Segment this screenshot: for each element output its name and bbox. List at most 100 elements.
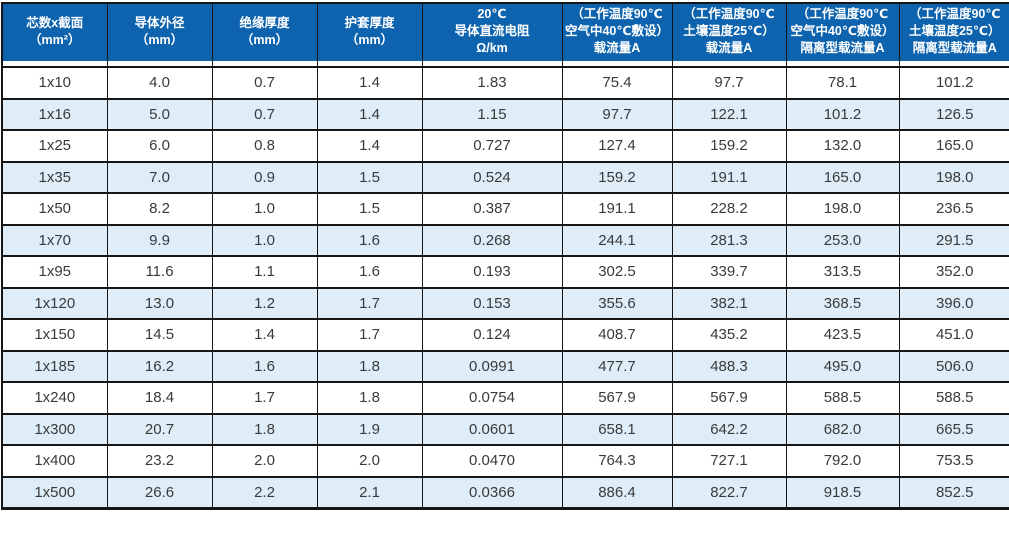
cell-sheath-thk: 1.7 xyxy=(316,318,422,351)
header-line: 载流量A xyxy=(705,40,753,55)
cell-conductor-od: 11.6 xyxy=(106,255,212,288)
table-row: 1x120 13.0 1.2 1.7 0.153 355.6 382.1 368.5 396.0 xyxy=(2,286,1009,319)
cell-dc-resistance: 1.15 xyxy=(421,97,562,130)
cell-sheath-thk: 2.1 xyxy=(316,475,422,508)
cell-core-size: 1x16 xyxy=(2,97,107,130)
cell-conductor-od: 6.0 xyxy=(106,129,212,162)
cell-ampacity-soil: 281.3 xyxy=(671,223,786,256)
cell-ampacity-air-iso: 165.0 xyxy=(785,160,899,193)
table-row: 1x95 11.6 1.1 1.6 0.193 302.5 339.7 313.5 352.0 xyxy=(2,255,1009,288)
cell-ampacity-air: 567.9 xyxy=(561,381,672,414)
cell-dc-resistance: 0.0991 xyxy=(421,349,562,382)
table-row: 1x300 20.7 1.8 1.9 0.0601 658.1 642.2 682.0 665.… xyxy=(2,412,1009,445)
cell-ampacity-soil: 435.2 xyxy=(671,318,786,351)
cell-ampacity-soil-iso: 165.0 xyxy=(898,129,1009,162)
cell-ampacity-soil-iso: 588.5 xyxy=(898,381,1009,414)
cell-core-size: 1x240 xyxy=(2,381,107,414)
header-line: （mm） xyxy=(135,32,184,47)
header-line: （工作温度90℃ xyxy=(571,7,663,22)
cell-ampacity-air: 97.7 xyxy=(561,97,672,130)
cable-spec-table: 芯数x截面 （mm²） 导体外径 （mm） 绝缘厚度 （mm） 护套厚度 （mm） 20℃ 导体直… xyxy=(1,2,1009,510)
header-line: 导体直流电阻 xyxy=(454,24,530,39)
cell-ampacity-soil: 228.2 xyxy=(671,192,786,225)
cell-sheath-thk: 1.8 xyxy=(316,349,422,382)
cell-ampacity-air-iso: 368.5 xyxy=(785,286,899,319)
cell-conductor-od: 23.2 xyxy=(106,444,212,477)
cell-core-size: 1x120 xyxy=(2,286,107,319)
cell-ampacity-soil-iso: 126.5 xyxy=(898,97,1009,130)
cell-ampacity-soil: 822.7 xyxy=(671,475,786,508)
cell-ampacity-air-iso: 423.5 xyxy=(785,318,899,351)
cell-conductor-od: 4.0 xyxy=(106,66,212,99)
cell-core-size: 1x400 xyxy=(2,444,107,477)
column-header-ampacity-air-iso: （工作温度90℃ 空气中40℃敷设） 隔离型载流量A xyxy=(785,3,899,67)
header-line: 土壤温度25℃） xyxy=(908,24,1001,39)
cell-ampacity-soil: 567.9 xyxy=(671,381,786,414)
cell-dc-resistance: 1.83 xyxy=(421,66,562,99)
cell-ampacity-soil-iso: 396.0 xyxy=(898,286,1009,319)
cell-core-size: 1x185 xyxy=(2,349,107,382)
cell-sheath-thk: 1.5 xyxy=(316,160,422,193)
cell-ampacity-air-iso: 918.5 xyxy=(785,475,899,508)
cell-ampacity-soil: 159.2 xyxy=(671,129,786,162)
cell-dc-resistance: 0.268 xyxy=(421,223,562,256)
cell-insulation-thk: 2.2 xyxy=(211,475,317,508)
cell-conductor-od: 14.5 xyxy=(106,318,212,351)
cell-core-size: 1x25 xyxy=(2,129,107,162)
cell-ampacity-air: 886.4 xyxy=(561,475,672,508)
cell-ampacity-soil: 488.3 xyxy=(671,349,786,382)
header-line: 土壤温度25℃） xyxy=(683,24,775,39)
header-line: 护套厚度 xyxy=(344,15,395,30)
cell-ampacity-air-iso: 792.0 xyxy=(785,444,899,477)
table-row: 1x400 23.2 2.0 2.0 0.0470 764.3 727.1 792.0 753.… xyxy=(2,444,1009,477)
cell-sheath-thk: 1.6 xyxy=(316,223,422,256)
table-row: 1x150 14.5 1.4 1.7 0.124 408.7 435.2 423.5 451.0 xyxy=(2,318,1009,351)
header-line: 导体外径 xyxy=(134,15,185,30)
cell-ampacity-soil: 339.7 xyxy=(671,255,786,288)
table-row: 1x185 16.2 1.6 1.8 0.0991 477.7 488.3 495.0 506.… xyxy=(2,349,1009,382)
column-header-ampacity-air: （工作温度90℃ 空气中40℃敷设） 载流量A xyxy=(561,3,672,67)
cell-ampacity-soil-iso: 451.0 xyxy=(898,318,1009,351)
cell-ampacity-air: 127.4 xyxy=(561,129,672,162)
header-row: 芯数x截面 （mm²） 导体外径 （mm） 绝缘厚度 （mm） 护套厚度 （mm） 20℃ 导体直… xyxy=(2,3,1009,67)
cell-sheath-thk: 1.4 xyxy=(316,97,422,130)
cell-dc-resistance: 0.153 xyxy=(421,286,562,319)
cell-core-size: 1x500 xyxy=(2,475,107,508)
cell-ampacity-air: 477.7 xyxy=(561,349,672,382)
cell-ampacity-air: 408.7 xyxy=(561,318,672,351)
cell-insulation-thk: 0.8 xyxy=(211,129,317,162)
cell-dc-resistance: 0.524 xyxy=(421,160,562,193)
header-line: （工作温度90℃ xyxy=(683,7,775,22)
cell-ampacity-soil-iso: 236.5 xyxy=(898,192,1009,225)
cell-ampacity-soil: 382.1 xyxy=(671,286,786,319)
cell-conductor-od: 8.2 xyxy=(106,192,212,225)
cell-insulation-thk: 2.0 xyxy=(211,444,317,477)
header-line: 空气中40℃敷设） xyxy=(790,24,895,39)
cell-core-size: 1x300 xyxy=(2,412,107,445)
cell-dc-resistance: 0.0366 xyxy=(421,475,562,508)
cell-ampacity-air-iso: 101.2 xyxy=(785,97,899,130)
cell-dc-resistance: 0.387 xyxy=(421,192,562,225)
cell-insulation-thk: 1.1 xyxy=(211,255,317,288)
cell-sheath-thk: 1.9 xyxy=(316,412,422,445)
cell-ampacity-soil-iso: 753.5 xyxy=(898,444,1009,477)
cell-insulation-thk: 1.4 xyxy=(211,318,317,351)
cell-ampacity-soil-iso: 198.0 xyxy=(898,160,1009,193)
cell-ampacity-air-iso: 78.1 xyxy=(785,66,899,99)
cell-conductor-od: 16.2 xyxy=(106,349,212,382)
column-header-ampacity-soil-iso: （工作温度90℃ 土壤温度25℃） 隔离型载流量A xyxy=(898,3,1009,67)
cell-dc-resistance: 0.0470 xyxy=(421,444,562,477)
cell-dc-resistance: 0.0754 xyxy=(421,381,562,414)
cell-ampacity-air-iso: 313.5 xyxy=(785,255,899,288)
cell-ampacity-soil-iso: 506.0 xyxy=(898,349,1009,382)
table-row: 1x35 7.0 0.9 1.5 0.524 159.2 191.1 165.0 198.0 xyxy=(2,160,1009,193)
cell-ampacity-soil-iso: 352.0 xyxy=(898,255,1009,288)
cell-ampacity-soil-iso: 101.2 xyxy=(898,66,1009,99)
cell-insulation-thk: 1.8 xyxy=(211,412,317,445)
cell-core-size: 1x70 xyxy=(2,223,107,256)
cell-ampacity-soil: 727.1 xyxy=(671,444,786,477)
cell-core-size: 1x10 xyxy=(2,66,107,99)
header-line: （mm） xyxy=(345,32,394,47)
cell-dc-resistance: 0.193 xyxy=(421,255,562,288)
cell-ampacity-air: 355.6 xyxy=(561,286,672,319)
